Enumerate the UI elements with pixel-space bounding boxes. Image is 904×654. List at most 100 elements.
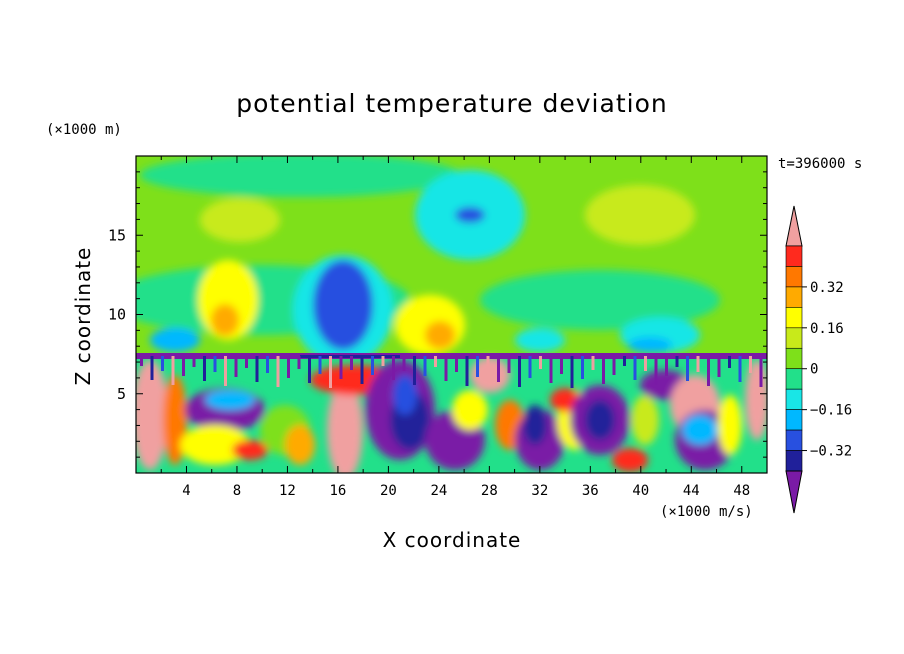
inversion-spike [696, 356, 700, 372]
inversion-spike [486, 356, 490, 368]
inversion-spike [623, 356, 626, 366]
inversion-spike [654, 356, 658, 385]
inversion-spike [465, 356, 469, 386]
inversion-spike [192, 356, 196, 367]
inversion-spike [255, 356, 259, 382]
inversion-spike [612, 356, 616, 375]
inversion-spike [329, 356, 332, 388]
x-tick-label: 44 [683, 483, 700, 499]
inversion-spike [581, 356, 584, 379]
x-tick-label: 4 [182, 483, 190, 499]
inversion-spike [413, 356, 416, 385]
inversion-spike [476, 356, 479, 377]
mid-cyan-strip [515, 328, 565, 352]
inversion-spike [539, 356, 542, 369]
mid-right-blue [628, 337, 672, 353]
inversion-spike [759, 356, 763, 387]
inversion-spike [150, 356, 154, 380]
lower-swirl-cyan [205, 390, 255, 410]
lower-red-3 [550, 388, 580, 412]
x-tick-label: 32 [531, 483, 548, 499]
colorbar-segment [785, 388, 803, 410]
x-unit-label: (×1000 m/s) [660, 504, 753, 520]
y-tick-label: 15 [108, 226, 126, 244]
inversion-spike [749, 356, 752, 373]
lower-right-yellow [718, 395, 742, 455]
inversion-spike [171, 356, 175, 385]
mid-left-cyan [150, 328, 200, 352]
inversion-spike [287, 356, 290, 378]
colorbar-segment [785, 409, 803, 431]
warm-patch-orange [425, 321, 455, 349]
inversion-spike [602, 356, 605, 384]
x-tick-label: 40 [632, 483, 649, 499]
x-axis: 4 8 12 16 20 24 28 32 36 40 44 48 [160, 156, 750, 499]
upper-left-orange [211, 304, 239, 336]
inversion-spike [381, 356, 385, 366]
lower-red-patch [232, 440, 268, 460]
y-axis-label: Z coordinate [71, 247, 95, 386]
colorbar-extend-low [785, 470, 803, 514]
inversion-spike [549, 356, 553, 383]
upper-mid-blue [455, 207, 485, 223]
lower-yellow-4 [631, 395, 659, 445]
x-tick-label: 12 [279, 483, 296, 499]
inversion-spike [686, 356, 689, 381]
inversion-spike [245, 356, 248, 368]
inversion-spike [140, 356, 143, 366]
lower-yellow-patch [180, 425, 250, 465]
colorbar-segment [785, 347, 803, 370]
inversion-spike [276, 356, 280, 387]
colorbar-segment [785, 450, 803, 472]
lower-red-4 [612, 448, 648, 472]
inversion-spike [707, 356, 710, 386]
inversion-spikes [140, 356, 763, 388]
inversion-spike [675, 356, 679, 367]
colorbar-label: 0.32 [810, 280, 844, 296]
chart-title: potential temperature deviation [236, 89, 667, 118]
time-label: t=396000 s [778, 156, 862, 172]
inversion-spike [350, 356, 353, 370]
x-tick-label: 8 [233, 483, 241, 499]
inversion-spike [318, 356, 322, 374]
x-tick-label: 36 [582, 483, 599, 499]
inversion-spike [434, 356, 437, 367]
inversion-spike [213, 356, 217, 372]
y-tick-label: 10 [108, 306, 126, 324]
colorbar-label: −0.16 [810, 403, 852, 419]
lower-orange-patch [285, 425, 315, 465]
inversion-spike [423, 356, 427, 376]
x-tick-label: 48 [733, 483, 750, 499]
colorbar-segment [785, 327, 803, 349]
colorbar-extend-high [785, 205, 803, 247]
lower-right-pink [745, 360, 767, 440]
lower-cyan-6 [682, 415, 718, 445]
lower-center-pink [327, 380, 363, 473]
inversion-spike [507, 356, 511, 373]
y-tick-label: 5 [117, 385, 126, 403]
inversion-spike [339, 356, 343, 379]
inversion-spike [308, 356, 311, 383]
upper-left-yellow [200, 198, 280, 242]
colorbar-segment [785, 429, 803, 451]
inversion-band [136, 353, 767, 359]
x-tick-label: 24 [430, 483, 447, 499]
inversion-spike [182, 356, 185, 376]
inversion-spike [203, 356, 206, 381]
lower-yellow-2 [452, 390, 488, 430]
inversion-spike [633, 356, 637, 380]
inversion-spike [528, 356, 532, 378]
inversion-spike [455, 356, 458, 372]
upper-green-band-top [140, 156, 460, 197]
lower-blue-3 [523, 405, 547, 445]
inversion-spike [234, 356, 238, 377]
inversion-spike [224, 356, 227, 386]
colorbar-segment [785, 245, 803, 267]
inversion-spike [570, 356, 574, 388]
colorbar-segment [785, 368, 803, 390]
x-tick-label: 28 [481, 483, 498, 499]
colorbar: 0.32 0.16 0 −0.16 −0.32 [785, 205, 852, 514]
inversion-spike [497, 356, 500, 382]
inversion-spike [665, 356, 668, 376]
